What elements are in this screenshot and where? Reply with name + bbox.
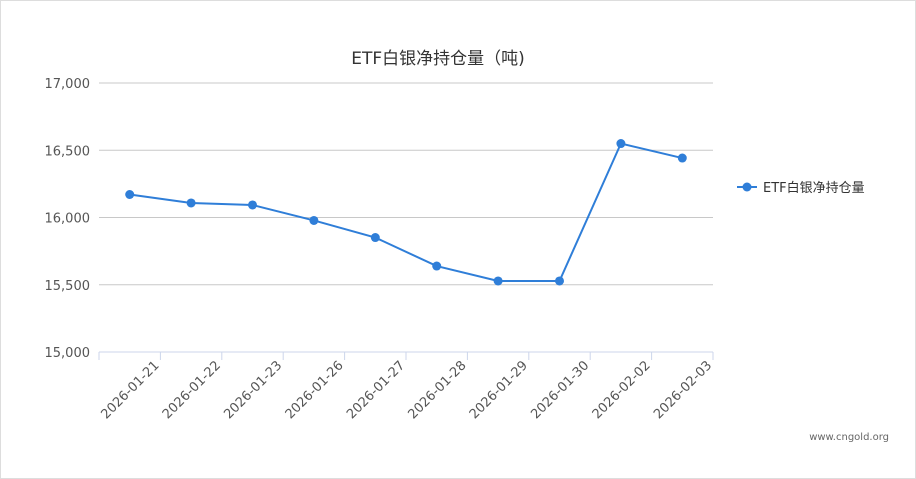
data-point[interactable] — [616, 139, 626, 149]
x-tick-label: 2026-01-27 — [344, 358, 408, 422]
data-point[interactable] — [248, 200, 257, 210]
legend-label: ETF白银净持仓量 — [763, 180, 865, 196]
chart-title: ETF白银净持仓量（吨) — [351, 49, 525, 69]
data-point[interactable] — [186, 198, 196, 208]
x-tick-label: 2026-01-23 — [221, 358, 285, 422]
y-tick-label: 16,000 — [45, 212, 91, 227]
y-tick-label: 16,500 — [45, 144, 91, 159]
y-tick-label: 17,000 — [45, 77, 91, 92]
x-tick-label: 2026-01-30 — [528, 358, 592, 422]
y-tick-label: 15,500 — [45, 279, 91, 294]
data-point[interactable] — [309, 215, 319, 225]
data-point[interactable] — [555, 276, 564, 286]
series-line — [129, 142, 683, 282]
x-tick-label: 2026-01-22 — [160, 358, 224, 422]
x-tick-label: 2026-01-29 — [467, 358, 531, 422]
x-tick-label: 2026-01-21 — [98, 358, 162, 422]
data-point[interactable] — [493, 276, 503, 286]
x-tick-label: 2026-02-03 — [651, 358, 715, 422]
x-tick-label: 2026-01-28 — [405, 358, 469, 422]
x-tick-label: 2026-02-02 — [590, 358, 654, 422]
watermark: www.cngold.org — [809, 432, 889, 443]
data-point[interactable] — [370, 233, 380, 243]
legend-item[interactable]: ETF白银净持仓量 — [737, 180, 865, 196]
x-tick-label: 2026-01-26 — [283, 358, 347, 422]
y-tick-label: 15,000 — [45, 346, 91, 361]
data-point[interactable] — [432, 261, 442, 271]
legend-marker — [742, 182, 752, 192]
data-point[interactable] — [677, 153, 687, 163]
data-point[interactable] — [125, 190, 135, 200]
